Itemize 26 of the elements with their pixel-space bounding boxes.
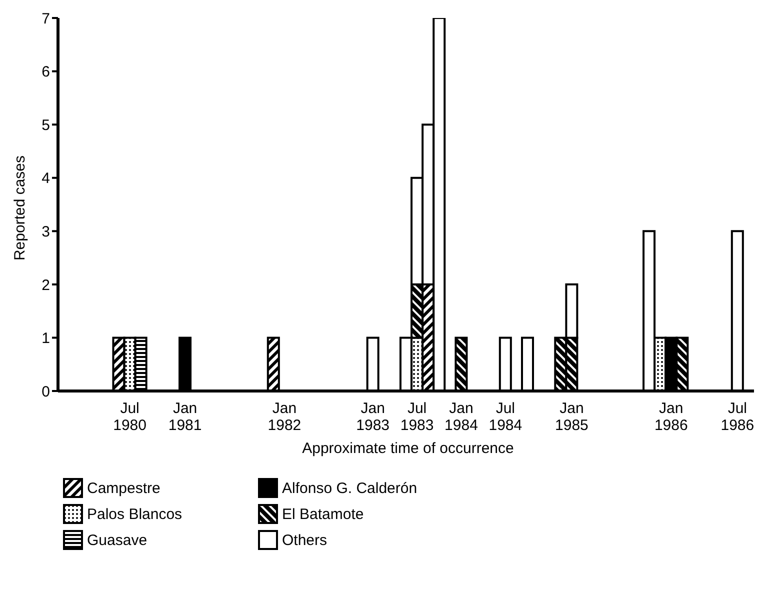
y-tick-label: 7 xyxy=(42,10,50,28)
x-tick-label: Jul 1986 xyxy=(720,400,754,434)
legend-label: El Batamote xyxy=(282,506,364,522)
x-axis-title: Approximate time of occurrence xyxy=(301,440,515,457)
legend-label: Campestre xyxy=(87,480,160,496)
x-tick-label: Jul 1984 xyxy=(488,400,522,434)
legend-label: Palos Blancos xyxy=(87,506,182,522)
y-tick-label: 2 xyxy=(42,276,50,294)
x-tick-label: Jul 1983 xyxy=(400,400,434,434)
x-tick-label: Jul 1980 xyxy=(113,400,146,434)
legend-label: Guasave xyxy=(87,532,148,548)
y-tick-label: 4 xyxy=(42,170,50,188)
x-tick-label: Jan 1983 xyxy=(356,400,390,434)
y-tick-label: 6 xyxy=(42,64,50,81)
legend-label: Others xyxy=(282,532,328,548)
y-axis-title: Reported cases xyxy=(12,155,28,261)
x-tick-label: Jan 1986 xyxy=(654,400,688,434)
x-tick-label: Jan 1985 xyxy=(555,400,588,434)
y-tick-label: 1 xyxy=(42,330,50,348)
x-tick-label: Jan 1984 xyxy=(444,400,478,434)
y-tick-label: 5 xyxy=(42,116,50,134)
x-tick-label: Jan 1981 xyxy=(168,400,202,434)
y-tick-label: 0 xyxy=(42,383,50,400)
legend-label: Alfonso G. Calderón xyxy=(282,480,418,496)
y-tick-label: 3 xyxy=(42,223,50,240)
x-tick-label: Jan 1982 xyxy=(268,400,302,434)
